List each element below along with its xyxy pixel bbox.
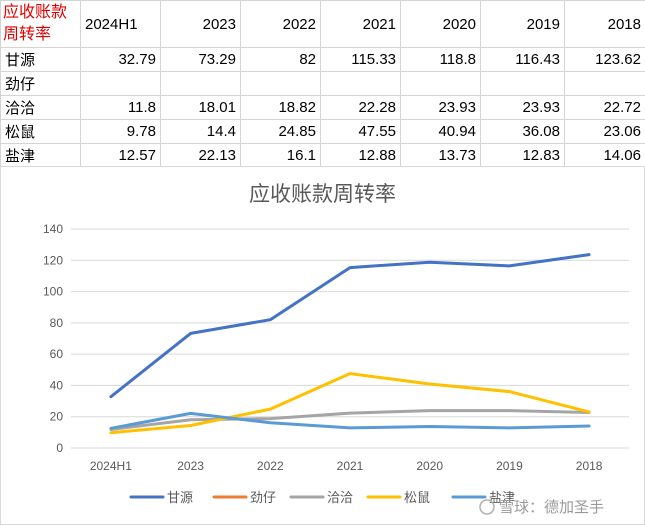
- year-header: 2021: [320, 0, 401, 48]
- table-cell: 123.62: [564, 47, 645, 72]
- table-row: 盐津 12.57 22.13 16.1 12.88 13.73 12.83 14.06: [0, 143, 645, 168]
- x-tick-label: 2023: [177, 459, 204, 473]
- table-row: 洽洽 11.8 18.01 18.82 22.28 23.93 23.93 22.72: [0, 95, 645, 120]
- chart-area: 应收账款周转率 0 20 40 60 80 100 120 140 2024H1 2023 2022 2…: [0, 166, 645, 525]
- legend-label: 盐津: [489, 490, 515, 505]
- table-cell: 12.57: [80, 143, 161, 168]
- table-cell: 18.82: [240, 95, 321, 120]
- year-header: 2024H1: [80, 0, 161, 48]
- table-cell: 116.43: [480, 47, 565, 72]
- company-name: 洽洽: [0, 95, 81, 120]
- year-header: 2023: [160, 0, 241, 48]
- table-cell: 40.94: [400, 119, 481, 144]
- table-cell: 18.01: [160, 95, 241, 120]
- line-chart: 应收账款周转率 0 20 40 60 80 100 120 140 2024H1 2023 2022 2…: [43, 183, 629, 516]
- series-line-3: [109, 372, 591, 435]
- year-header: 2022: [240, 0, 321, 48]
- y-tick-label: 60: [50, 347, 64, 361]
- y-tick-label: 40: [50, 378, 64, 392]
- x-tick-label: 2018: [576, 459, 603, 473]
- table-cell: 12.83: [480, 143, 565, 168]
- chart-title: 应收账款周转率: [249, 183, 396, 206]
- x-tick-label: 2024H1: [90, 459, 132, 473]
- table-cell: [80, 71, 161, 96]
- table-cell: [564, 71, 645, 96]
- table-header-row: 应收账款周转率 2024H1 2023 2022 2021 2020 2019 2018: [0, 0, 645, 48]
- x-tick-label: 2020: [416, 459, 443, 473]
- y-tick-label: 80: [50, 316, 64, 330]
- table-cell: 16.1: [240, 143, 321, 168]
- data-table: 应收账款周转率 2024H1 2023 2022 2021 2020 2019 2018 甘源 3…: [0, 0, 645, 168]
- table-cell: 47.55: [320, 119, 401, 144]
- table-row: 甘源 32.79 73.29 82 115.33 118.8 116.43 123.62: [0, 47, 645, 72]
- y-tick-label: 20: [50, 410, 64, 424]
- table-row: 劲仔: [0, 71, 645, 96]
- y-tick-label: 0: [56, 441, 63, 455]
- legend-label: 洽洽: [327, 490, 353, 505]
- watermark-text: 雪球：德加圣手: [499, 498, 604, 516]
- table-cell: 118.8: [400, 47, 481, 72]
- company-name: 甘源: [0, 47, 81, 72]
- series-line-0: [109, 253, 591, 399]
- company-name: 松鼠: [0, 119, 81, 144]
- table-cell: [160, 71, 241, 96]
- table-cell: [480, 71, 565, 96]
- table-cell: 11.8: [80, 95, 161, 120]
- x-tick-label: 2019: [496, 459, 523, 473]
- legend-label: 松鼠: [404, 490, 430, 505]
- company-name: 劲仔: [0, 71, 81, 96]
- legend-label: 劲仔: [250, 490, 276, 505]
- legend-label: 甘源: [167, 490, 193, 505]
- table-cell: 9.78: [80, 119, 161, 144]
- table-cell: [320, 71, 401, 96]
- x-tick-label: 2021: [337, 459, 364, 473]
- year-header: 2018: [564, 0, 645, 48]
- table-cell: 82: [240, 47, 321, 72]
- y-tick-label: 140: [43, 222, 63, 236]
- table-cell: 22.13: [160, 143, 241, 168]
- table-cell: 115.33: [320, 47, 401, 72]
- table-cell: [400, 71, 481, 96]
- table-row: 松鼠 9.78 14.4 24.85 47.55 40.94 36.08 23.06: [0, 119, 645, 144]
- y-tick-label: 120: [43, 253, 63, 267]
- table-cell: 32.79: [80, 47, 161, 72]
- table-cell: 36.08: [480, 119, 565, 144]
- table-cell: 13.73: [400, 143, 481, 168]
- table-cell: 24.85: [240, 119, 321, 144]
- snowball-logo-icon: [479, 499, 495, 515]
- table-cell: 73.29: [160, 47, 241, 72]
- year-header: 2020: [400, 0, 481, 48]
- table-cell: 23.06: [564, 119, 645, 144]
- table-header-label: 应收账款周转率: [0, 0, 81, 48]
- table-cell: 23.93: [400, 95, 481, 120]
- table-cell: 22.72: [564, 95, 645, 120]
- table-cell: [240, 71, 321, 96]
- series-line-4: [109, 411, 591, 430]
- y-tick-label: 100: [43, 285, 63, 299]
- table-cell: 14.4: [160, 119, 241, 144]
- table-cell: 23.93: [480, 95, 565, 120]
- year-header: 2019: [480, 0, 565, 48]
- company-name: 盐津: [0, 143, 81, 168]
- table-cell: 12.88: [320, 143, 401, 168]
- series-line-2: [109, 409, 591, 431]
- table-cell: 22.28: [320, 95, 401, 120]
- x-tick-label: 2022: [257, 459, 284, 473]
- table-cell: 14.06: [564, 143, 645, 168]
